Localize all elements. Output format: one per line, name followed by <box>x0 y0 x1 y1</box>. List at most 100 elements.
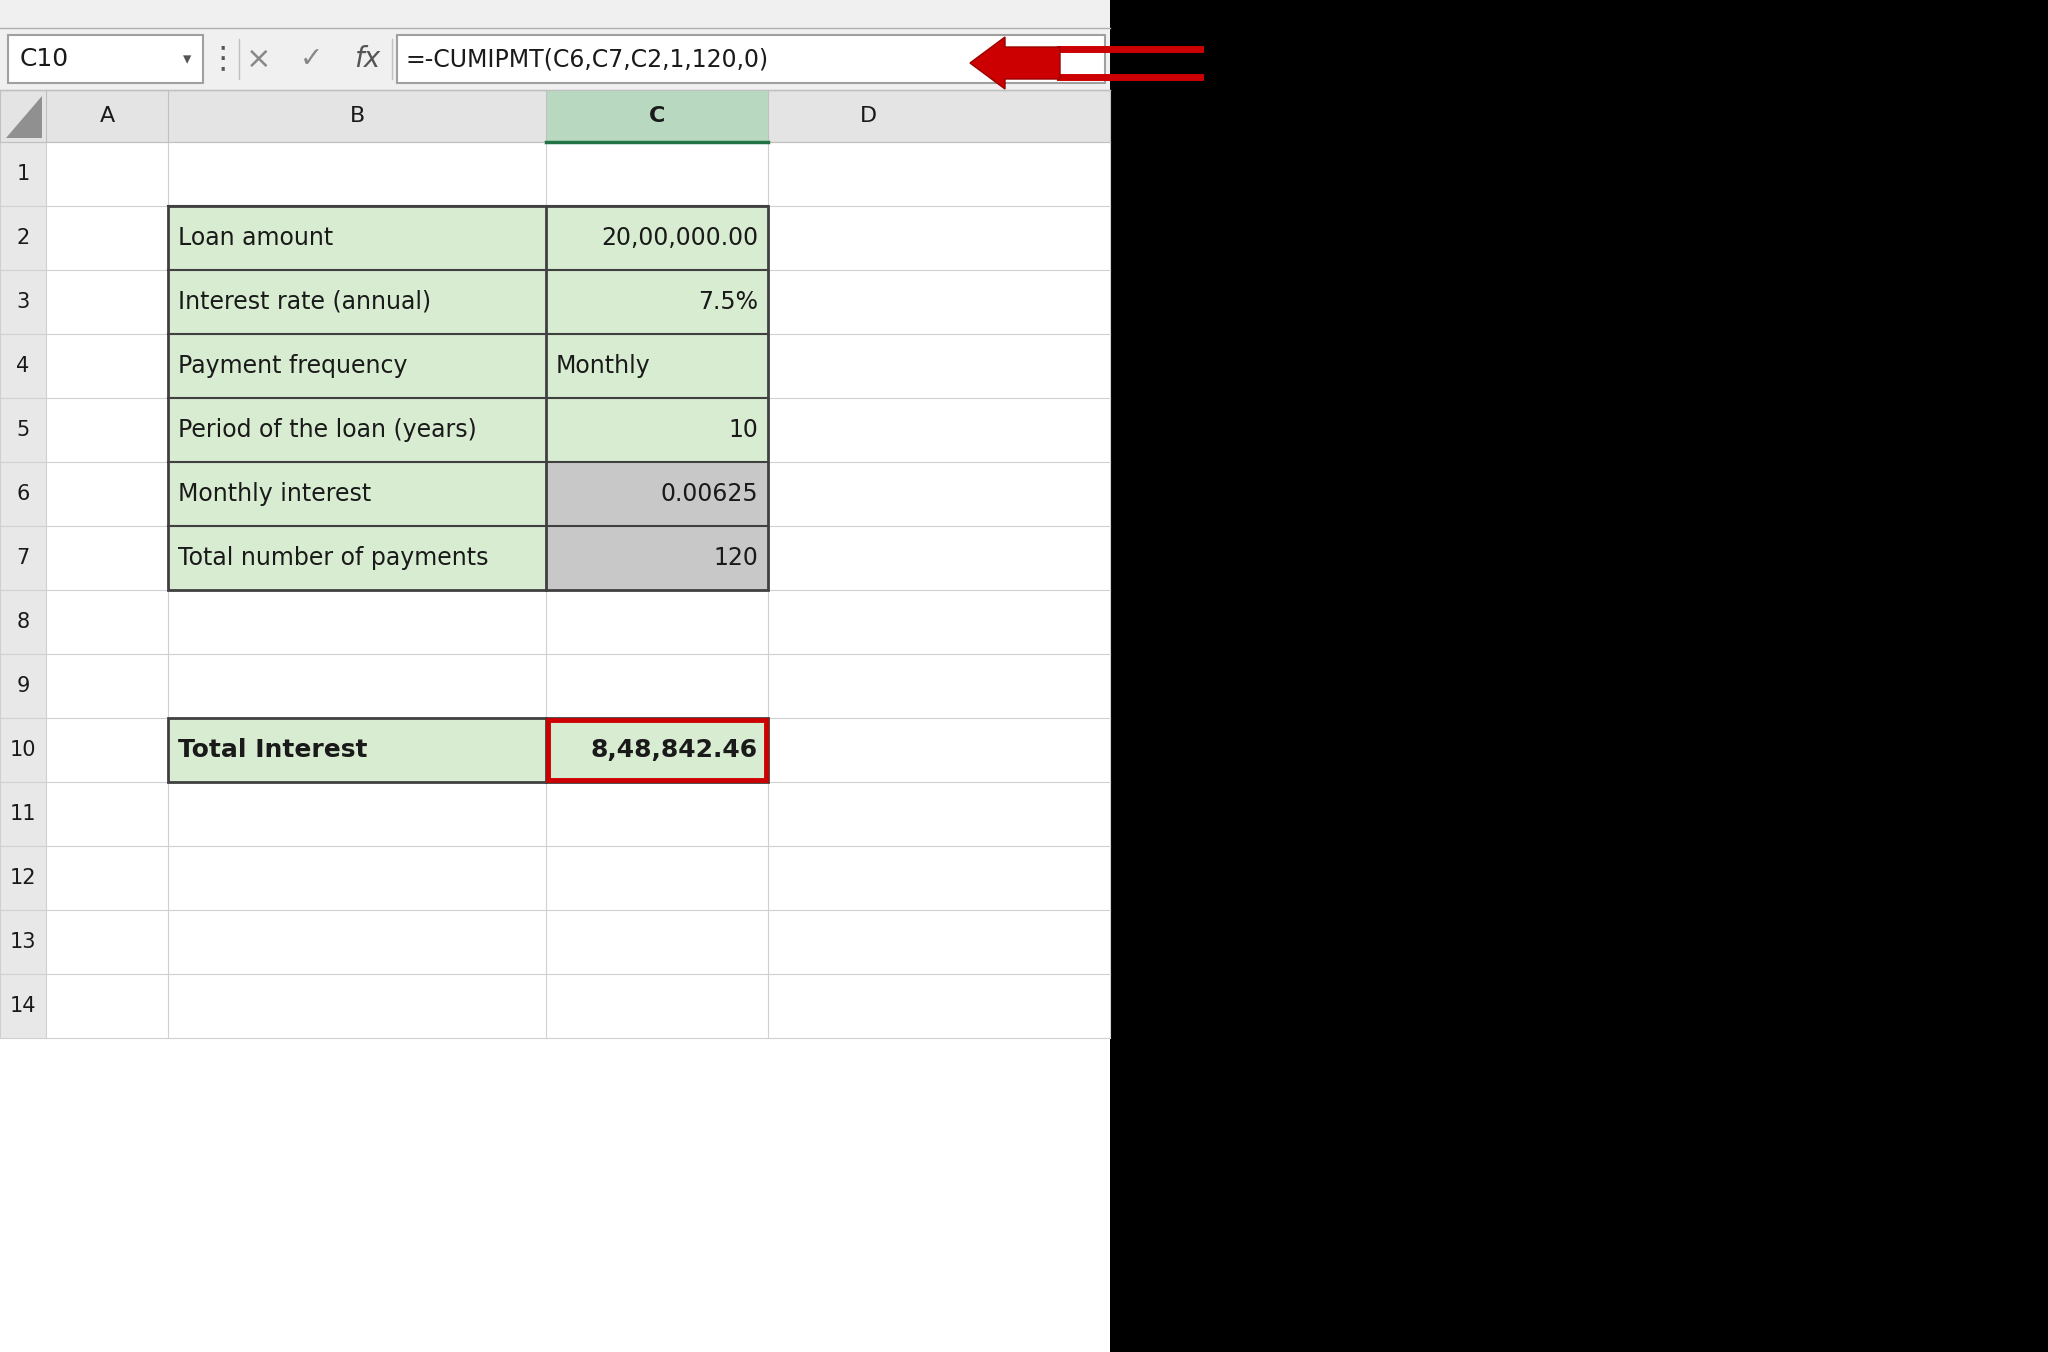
Text: Loan amount: Loan amount <box>178 226 334 250</box>
Text: fx: fx <box>354 45 381 73</box>
Text: 120: 120 <box>713 546 758 571</box>
Text: C: C <box>649 105 666 126</box>
Bar <box>0 334 45 397</box>
Text: ▾: ▾ <box>182 50 190 68</box>
Text: 8: 8 <box>16 612 29 631</box>
Bar <box>0 654 45 718</box>
Bar <box>168 846 547 910</box>
Bar <box>45 206 168 270</box>
Bar <box>45 142 168 206</box>
Bar <box>768 206 969 270</box>
Bar <box>768 910 969 973</box>
Bar <box>0 142 45 206</box>
Text: Monthly: Monthly <box>555 354 651 379</box>
Text: 12: 12 <box>10 868 37 888</box>
Bar <box>768 142 969 206</box>
Text: ✓: ✓ <box>299 45 324 73</box>
Bar <box>168 654 547 718</box>
Bar <box>168 781 547 846</box>
Bar <box>168 910 547 973</box>
Text: 7.5%: 7.5% <box>698 289 758 314</box>
Text: Total number of payments: Total number of payments <box>178 546 489 571</box>
Text: 5: 5 <box>16 420 29 439</box>
Bar <box>45 589 168 654</box>
Bar <box>0 781 45 846</box>
Bar <box>45 270 168 334</box>
Bar <box>168 973 547 1038</box>
Bar <box>168 462 547 526</box>
Bar <box>0 206 45 270</box>
Text: 20,00,000.00: 20,00,000.00 <box>600 226 758 250</box>
Text: 11: 11 <box>10 804 37 823</box>
Text: 0.00625: 0.00625 <box>659 483 758 506</box>
Bar <box>768 781 969 846</box>
Bar <box>547 589 768 654</box>
Bar <box>0 526 45 589</box>
Bar <box>45 334 168 397</box>
Bar <box>0 91 1110 142</box>
Bar <box>547 462 768 526</box>
Text: 6: 6 <box>16 484 29 504</box>
Text: 7: 7 <box>16 548 29 568</box>
Text: =-CUMIPMT(C6,C7,C2,1,120,0): =-CUMIPMT(C6,C7,C2,1,120,0) <box>406 47 768 72</box>
Text: Payment frequency: Payment frequency <box>178 354 408 379</box>
Bar <box>45 910 168 973</box>
Text: 10: 10 <box>10 740 37 760</box>
Bar <box>168 718 547 781</box>
Bar <box>547 718 768 781</box>
Bar <box>547 142 768 206</box>
Bar <box>168 589 547 654</box>
Bar <box>168 718 768 781</box>
Text: A: A <box>100 105 115 126</box>
Bar <box>547 206 768 270</box>
Text: 3: 3 <box>16 292 29 312</box>
Bar <box>45 654 168 718</box>
Bar <box>168 526 547 589</box>
Bar <box>168 334 547 397</box>
Text: C10: C10 <box>20 47 70 72</box>
Text: 1: 1 <box>16 164 29 184</box>
Text: Interest rate (annual): Interest rate (annual) <box>178 289 432 314</box>
Text: ⋮: ⋮ <box>207 45 238 73</box>
Bar <box>168 270 547 334</box>
Bar <box>397 35 1106 82</box>
Bar <box>45 718 168 781</box>
Bar <box>768 846 969 910</box>
Text: ×: × <box>246 45 272 73</box>
Text: Monthly interest: Monthly interest <box>178 483 371 506</box>
Bar <box>0 0 1110 1352</box>
Bar <box>547 973 768 1038</box>
Bar <box>768 526 969 589</box>
Bar <box>768 462 969 526</box>
Bar <box>45 397 168 462</box>
Bar <box>45 462 168 526</box>
Text: 13: 13 <box>10 932 37 952</box>
Bar <box>45 973 168 1038</box>
Bar <box>0 28 1110 91</box>
Text: 4: 4 <box>16 356 29 376</box>
Bar <box>547 91 768 142</box>
Text: Period of the loan (years): Period of the loan (years) <box>178 418 477 442</box>
Bar <box>0 397 45 462</box>
Bar <box>547 270 768 334</box>
Text: 10: 10 <box>729 418 758 442</box>
Bar <box>768 973 969 1038</box>
Bar <box>0 910 45 973</box>
Bar <box>0 0 1110 28</box>
Bar <box>547 334 768 397</box>
FancyArrow shape <box>971 37 1061 89</box>
Text: D: D <box>860 105 877 126</box>
Bar <box>547 526 768 589</box>
Text: 9: 9 <box>16 676 29 696</box>
Bar <box>547 654 768 718</box>
Bar <box>768 334 969 397</box>
Polygon shape <box>6 96 43 138</box>
Bar <box>768 589 969 654</box>
Bar <box>0 589 45 654</box>
Bar <box>168 206 768 589</box>
Bar <box>168 397 547 462</box>
Bar <box>0 270 45 334</box>
Bar <box>547 397 768 462</box>
Bar <box>0 973 45 1038</box>
Text: Total Interest: Total Interest <box>178 738 367 763</box>
